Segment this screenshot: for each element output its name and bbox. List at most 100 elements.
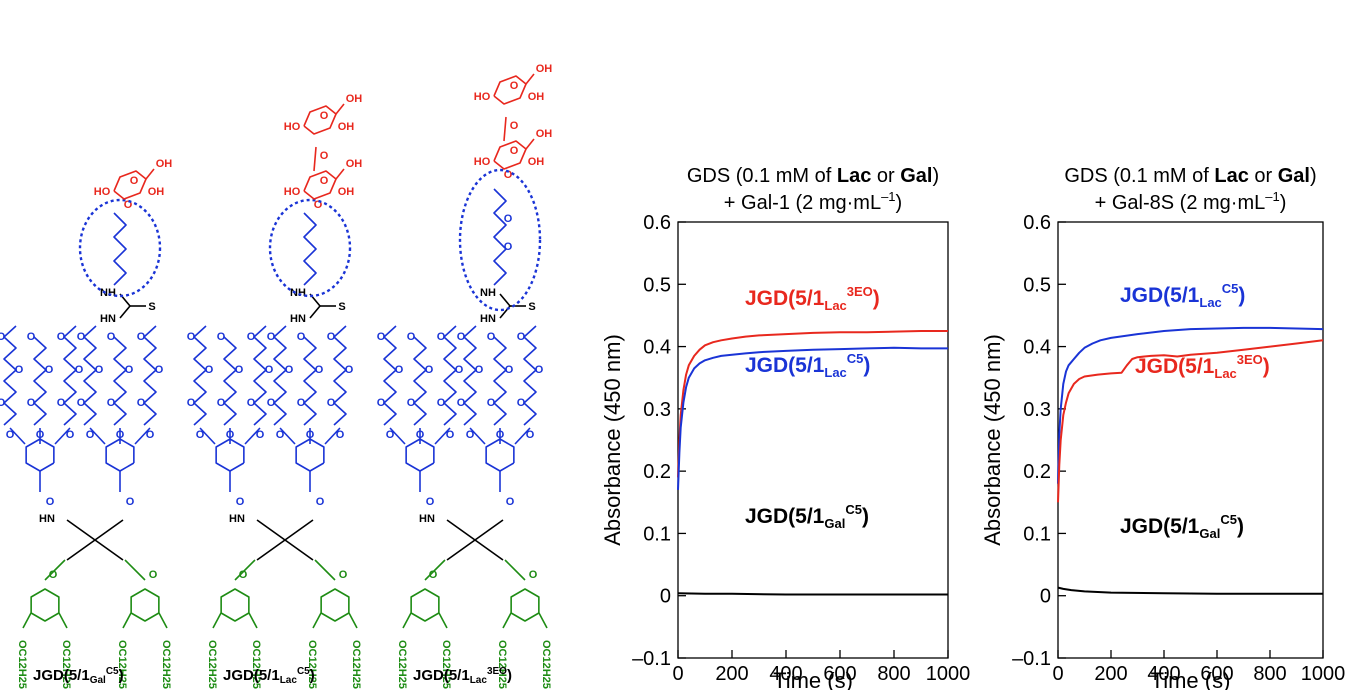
y-tick-label: 0.5 — [1023, 274, 1051, 296]
peg-aryl-o: O — [116, 429, 125, 441]
sugar-ring-1-ring-o: O — [130, 175, 139, 187]
peg-chain-1-1 — [193, 325, 207, 426]
alkyl-c12h25: OC12H25 — [440, 640, 452, 689]
glycosidic-o: O — [504, 169, 513, 181]
x-tick-label: 0 — [672, 663, 683, 685]
alkyl-c12h25: OC12H25 — [16, 640, 28, 689]
peg-chain-1-1-o: O — [0, 331, 6, 343]
series-line-2 — [677, 346, 948, 490]
chart-title-part: GDS (0.1 mM of — [687, 165, 837, 187]
x-tick-label: 800 — [877, 663, 910, 685]
chart-title: GDS (0.1 mM of Lac or Gal) — [687, 165, 939, 187]
series-line-1 — [677, 330, 948, 478]
sugar-link-o: O — [510, 120, 519, 132]
series-label-sup: 3EO — [847, 284, 873, 299]
thiourea-bonds — [499, 293, 511, 319]
peg-carbonyl-o: O — [316, 496, 325, 508]
peg-chain-2-1 — [83, 325, 97, 426]
peg-chain-2-3-o: O — [155, 364, 164, 376]
peg-chain-2-3-o: O — [345, 364, 354, 376]
y-tick-label: 0 — [1040, 586, 1051, 608]
plot-frame — [677, 221, 949, 659]
sugar-ring-2-ring-o: O — [320, 110, 329, 122]
peg-aryl-o: O — [466, 429, 475, 441]
core-bond-2 — [256, 519, 314, 561]
peg-chain-2-2-o: O — [487, 397, 496, 409]
peg-chain-2-1-o: O — [95, 364, 104, 376]
structure-caption-2: JGD(5/1LacC5) — [223, 666, 315, 686]
peg-chain-1-2-o: O — [45, 364, 54, 376]
peg-chain-1-3-o: O — [455, 364, 464, 376]
y-tick-label: 0.5 — [643, 274, 671, 296]
caption-main: JGD(5/1 — [413, 667, 470, 684]
peg-chain-1-1-o: O — [187, 331, 196, 343]
series-label-sub: Lac — [824, 298, 846, 313]
series-label-main: JGD(5/1 — [745, 354, 825, 377]
series-label-sup: C5 — [1220, 512, 1237, 527]
plot-frame — [1057, 221, 1324, 659]
peg-link-2 — [134, 427, 151, 445]
series-label-sup: 3EO — [1237, 352, 1263, 367]
peg-chain-1-2-o: O — [27, 331, 36, 343]
peg-link-0 — [9, 427, 26, 445]
peg-chain-1-2-o: O — [407, 397, 416, 409]
series-line-1 — [1057, 326, 1324, 484]
peg-chain-1-1-o: O — [0, 397, 6, 409]
caption-close: ) — [507, 667, 512, 684]
alkyl-bond — [502, 612, 512, 629]
linker-highlight-ellipse — [458, 168, 542, 312]
alkyl-link-2 — [314, 559, 336, 581]
sugar-ring-2-ch2 — [525, 73, 535, 85]
peg-chain-2-1 — [273, 325, 287, 426]
alkyl-benzene-2 — [130, 588, 160, 622]
x-tick-label: 0 — [1052, 663, 1063, 685]
caption-sup: C5 — [297, 666, 310, 677]
peg-link-0 — [469, 427, 486, 445]
peg-aryl-o: O — [446, 429, 455, 441]
core-bond-2 — [66, 519, 124, 561]
series-label-sup: C5 — [847, 351, 864, 366]
peg-chain-2-1 — [463, 325, 477, 426]
peg-chain-2-2 — [493, 336, 507, 426]
peg-chain-1-2-o: O — [425, 364, 434, 376]
alkyl-bond — [348, 612, 358, 629]
peg-chain-1-1-o: O — [377, 331, 386, 343]
alkyl-c12h25: OC12H25 — [206, 640, 218, 689]
sugar-ring-1-oh2: OH — [528, 156, 545, 168]
sugar-ring-2-ch2 — [335, 103, 345, 115]
peg-chain-2-3-o: O — [517, 331, 526, 343]
sugar-ring-2-oh1: OH — [536, 63, 553, 75]
peg-chain-2-3-o: O — [137, 331, 146, 343]
peg-chain-2-2-o: O — [297, 397, 306, 409]
peg-chain-2-2-o: O — [487, 331, 496, 343]
peg-chain-2-2-o: O — [107, 397, 116, 409]
peg-link-2 — [324, 427, 341, 445]
sugar-ring-1-ch2 — [335, 168, 345, 180]
peg-aryl-o: O — [386, 429, 395, 441]
amide-hn: HN — [229, 513, 245, 525]
amide-hn: HN — [39, 513, 55, 525]
glycosidic-o: O — [314, 199, 323, 211]
peg-link-2 — [54, 427, 71, 445]
peg-chain-1-3-o: O — [247, 397, 256, 409]
alkyl-bond — [212, 612, 222, 629]
amide-hn: HN — [419, 513, 435, 525]
peg-chain-2-3 — [333, 325, 347, 426]
chart-title-part: Lac — [1214, 165, 1248, 187]
series-label-sub: Lac — [824, 365, 846, 380]
peg-chain-2-1-o: O — [457, 331, 466, 343]
peg-aryl-o: O — [196, 429, 205, 441]
peg-chain-2-1-o: O — [77, 397, 86, 409]
ester-o: O — [49, 569, 58, 581]
caption-sup: C5 — [106, 666, 119, 677]
y-tick-label: 0.3 — [1023, 399, 1051, 421]
linker-chain — [303, 212, 317, 286]
x-tick-label: 400 — [1147, 663, 1180, 685]
x-tick-label: 1000 — [1301, 663, 1346, 685]
peg-chain-2-2-o: O — [107, 331, 116, 343]
peg-chain-2-3-o: O — [327, 331, 336, 343]
chart-title-part: ) — [1310, 165, 1317, 187]
chart-title-part: Lac — [837, 165, 871, 187]
peg-link-2 — [514, 427, 531, 445]
peg-chain-1-3 — [63, 325, 77, 426]
